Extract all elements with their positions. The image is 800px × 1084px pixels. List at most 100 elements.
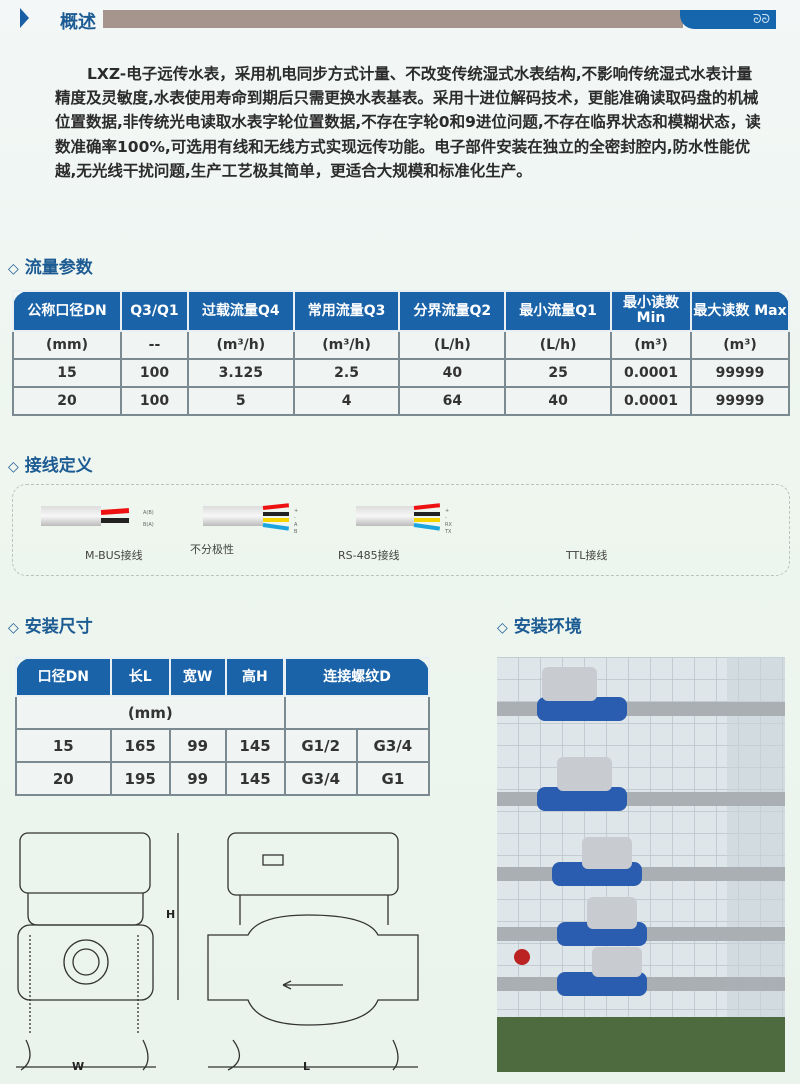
page-title: 概述: [60, 12, 96, 33]
wiring-box: [12, 484, 790, 576]
col-header: 常用流量Q3: [292, 290, 401, 332]
wire-label: RX: [445, 522, 452, 528]
cell: 40: [504, 386, 612, 416]
col-header: 过载流量Q4: [186, 290, 295, 332]
col-header: 分界流量Q2: [398, 290, 507, 332]
cell: 145: [224, 761, 286, 796]
section-label: 安装尺寸: [24, 617, 93, 637]
cell: (m³): [610, 330, 692, 360]
cell: 99: [168, 761, 227, 796]
diamond-icon: ◇: [8, 459, 19, 475]
col-header: 最小读数 Min: [610, 290, 692, 332]
units-row: (mm): [15, 695, 431, 730]
cell: 165: [109, 728, 171, 763]
cell: (mm): [12, 330, 122, 360]
section-environment-title: ◇ 安装环境: [497, 612, 582, 637]
install-dimensions-table: 口径DN 长L 宽W 高H 连接螺纹D (mm) 15 165 99 145 G1/2 G…: [15, 657, 431, 796]
col-header: 公称口径DN: [12, 290, 122, 332]
wire-label: B(A): [143, 522, 154, 528]
cell: 15: [15, 728, 112, 763]
diamond-icon: ◇: [497, 620, 508, 636]
col-header: 宽W: [168, 657, 227, 697]
wire-label: TX: [445, 529, 452, 535]
cell: 0.0001: [610, 386, 692, 416]
cell: 15: [12, 358, 122, 388]
cell: (m³/h): [186, 330, 295, 360]
polarity-note: 不分极性: [190, 543, 234, 556]
cell: 145: [224, 728, 286, 763]
cell: 5: [186, 386, 295, 416]
col-header: 口径DN: [15, 657, 112, 697]
col-header: 最大读数 Max: [690, 290, 790, 332]
section-install-title: ◇ 安装尺寸: [8, 612, 93, 637]
front-view: [16, 832, 156, 1071]
diamond-icon: ◇: [8, 620, 19, 636]
cell: G1/2: [283, 728, 358, 763]
width-dimension-label: W: [72, 1060, 85, 1073]
cell: G1: [355, 761, 431, 796]
cell: G3/4: [283, 761, 358, 796]
height-dimension-label: H: [166, 908, 176, 921]
installation-photo: [497, 657, 785, 1072]
cell: 64: [398, 386, 507, 416]
mbus-cable: [41, 506, 130, 526]
cell: 99: [168, 728, 227, 763]
cell: (mm): [15, 695, 286, 730]
meter-5: [497, 947, 785, 996]
cell: G3/4: [355, 728, 431, 763]
cell: --: [120, 330, 189, 360]
cell: 99999: [690, 358, 790, 388]
wire-label: A(B): [143, 510, 154, 516]
cell: 2.5: [292, 358, 401, 388]
col-header: 连接螺纹D: [283, 657, 431, 697]
header-arrow-icon: [20, 8, 29, 28]
meter-dimension-drawing: [16, 832, 419, 1071]
table-row: 15 165 99 145 G1/2 G3/4: [15, 728, 431, 763]
side-view: [177, 832, 419, 1071]
meter-4: [497, 897, 785, 946]
units-row: (mm) -- (m³/h) (m³/h) (L/h) (L/h) (m³) (m³): [12, 330, 790, 360]
wire-label: B: [294, 529, 298, 535]
cell: 40: [398, 358, 507, 388]
cell: 100: [120, 386, 189, 416]
cell: 100: [120, 358, 189, 388]
header-ornament: ᘐᘐ: [680, 10, 776, 29]
meter-2: [497, 757, 785, 811]
cell: 0.0001: [610, 358, 692, 388]
length-dimension-label: L: [303, 1060, 311, 1073]
diamond-icon: ◇: [8, 261, 19, 277]
col-header: 长L: [109, 657, 171, 697]
wire-label: -: [445, 515, 447, 521]
wiring-cables: [41, 503, 441, 531]
table-row: 15 100 3.125 2.5 40 25 0.0001 99999: [12, 358, 790, 388]
ttl-cable: [356, 503, 441, 531]
flow-parameters-table: 公称口径DN Q3/Q1 过载流量Q4 常用流量Q3 分界流量Q2 最小流量Q1…: [12, 290, 790, 416]
header-bar: [103, 10, 683, 28]
wire-label: +: [294, 508, 299, 514]
cell: 25: [504, 358, 612, 388]
cell: (m³): [690, 330, 790, 360]
cell: [283, 695, 431, 730]
cell: 3.125: [186, 358, 295, 388]
rs485-cable: [203, 503, 290, 531]
rs485-label: RS-485接线: [338, 549, 400, 562]
cell: 4: [292, 386, 401, 416]
section-wiring-title: ◇ 接线定义: [8, 451, 93, 476]
section-label: 流量参数: [24, 258, 93, 278]
col-header: 高H: [224, 657, 286, 697]
section-flow-title: ◇ 流量参数: [8, 253, 93, 278]
table-row: 20 100 5 4 64 40 0.0001 99999: [12, 386, 790, 416]
cell: 99999: [690, 386, 790, 416]
section-label: 接线定义: [24, 456, 93, 476]
cell: (m³/h): [292, 330, 401, 360]
meter-3: [497, 837, 785, 886]
meter-1: [497, 667, 785, 721]
col-header: Q3/Q1: [120, 290, 189, 332]
cell: 20: [15, 761, 112, 796]
col-header: 最小流量Q1: [504, 290, 612, 332]
section-label: 安装环境: [513, 617, 582, 637]
wire-label: +: [445, 508, 450, 514]
mbus-label: M-BUS接线: [85, 549, 143, 562]
cell: 195: [109, 761, 171, 796]
cell: (L/h): [398, 330, 507, 360]
